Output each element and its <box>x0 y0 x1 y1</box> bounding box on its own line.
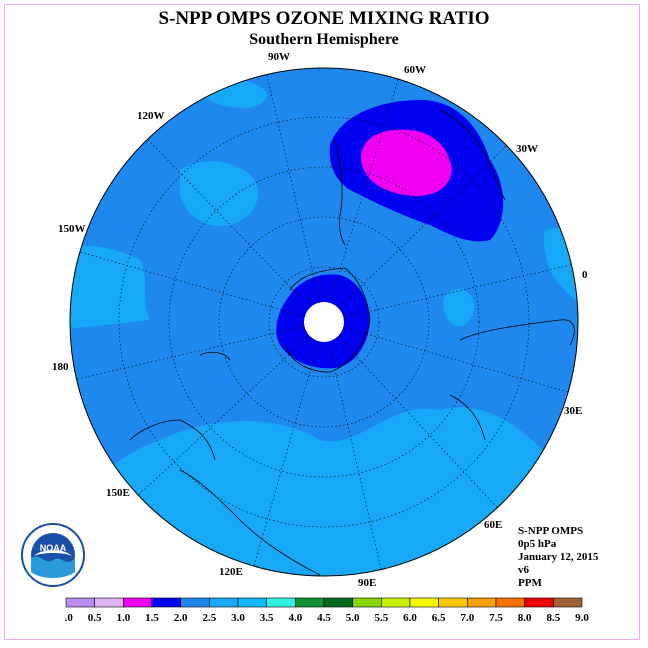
field-2-5-3-0-region <box>180 161 259 226</box>
longitude-label: 90E <box>358 577 376 589</box>
longitude-label: 30W <box>516 143 538 155</box>
colorbar-swatch <box>495 597 525 608</box>
latitude-circle <box>118 116 530 528</box>
colorbar-tick-label: 4.5 <box>317 612 331 624</box>
longitude-label: 60W <box>404 64 426 76</box>
field-2-5-3-0-region <box>70 245 150 330</box>
longitude-label: 150E <box>106 487 130 499</box>
colorbar-swatch <box>266 597 296 608</box>
colorbar-swatch <box>409 597 439 608</box>
colorbar-tick-label: 8.5 <box>546 612 560 624</box>
colorbar-tick-label: 9.0 <box>575 612 589 624</box>
page-frame <box>4 4 640 640</box>
longitude-label: 0 <box>582 269 588 281</box>
colorbar-swatch <box>180 597 210 608</box>
colorbar-swatch <box>151 597 181 608</box>
meridian-line <box>329 79 399 303</box>
meridian-line <box>253 341 319 567</box>
info-level: 0p5 hPa <box>518 538 557 550</box>
info-block: S-NPP OMPS 0p5 hPa January 12, 2015 v6 P… <box>518 525 598 590</box>
info-instrument: S-NPP OMPS <box>518 525 584 537</box>
colorbar-tick-label: 5.5 <box>374 612 388 624</box>
colorbar-tick-label: 6.5 <box>432 612 446 624</box>
colorbar-swatch <box>352 597 382 608</box>
colorbar-tick-label: 4.0 <box>288 612 302 624</box>
colorbar-swatch <box>123 597 153 608</box>
graticule <box>76 74 572 570</box>
longitude-label: 150W <box>58 223 86 235</box>
map-boundary <box>69 67 579 577</box>
meridian-line <box>343 327 569 393</box>
info-version: v6 <box>518 564 529 576</box>
colorbar-swatch <box>209 597 239 608</box>
latitude-circle <box>168 166 480 478</box>
colorbar-tick-label: 2.0 <box>174 612 188 624</box>
coastlines <box>129 109 575 576</box>
meridian-line <box>147 139 311 308</box>
meridian-line <box>76 326 305 380</box>
longitude-label: 180 <box>52 361 69 373</box>
colorbar-swatch <box>94 597 124 608</box>
colorbar: 0.0 0.5 1.0 1.5 2.0 2.5 3.0 3.5 4.0 4.5 5.0 5.5 6.0 6… <box>64 597 589 624</box>
colorbar-swatch <box>553 597 583 608</box>
logo-text: NOAA <box>40 543 67 553</box>
colorbar-swatch <box>295 597 325 608</box>
longitude-label: 60E <box>484 519 502 531</box>
colorbar-swatch <box>65 597 95 608</box>
colorbar-swatch <box>467 597 497 608</box>
longitude-label: 90W <box>268 51 290 63</box>
colorbar-tick-label: 3.0 <box>231 612 245 624</box>
map-title: S-NPP OMPS OZONE MIXING RATIO <box>158 8 490 29</box>
colorbar-tick-label: 7.5 <box>489 612 503 624</box>
field-2-5-3-0-region <box>443 289 475 327</box>
colorbar-swatch <box>381 597 411 608</box>
colorbar-tick-label: 0.5 <box>88 612 102 624</box>
colorbar-tick-label: 5.0 <box>346 612 360 624</box>
colorbar-tick-label: 1.0 <box>116 612 130 624</box>
meridian-line <box>79 251 305 317</box>
colorbar-swatch <box>524 597 554 608</box>
colorbar-swatch <box>323 597 353 608</box>
colorbar-tick-label: 1.5 <box>145 612 159 624</box>
info-date: January 12, 2015 <box>518 551 599 563</box>
meridian-line <box>338 145 507 309</box>
field-2-5-3-0-region <box>543 228 578 310</box>
longitude-label: 120W <box>137 110 165 122</box>
colorbar-tick-label: 2.5 <box>202 612 216 624</box>
colorbar-tick-label: 3.5 <box>260 612 274 624</box>
colorbar-tick-label: 8.0 <box>518 612 532 624</box>
meridian-line <box>328 341 382 570</box>
noaa-logo: NOAA <box>21 523 85 587</box>
colorbar-tick-label: 6.0 <box>403 612 417 624</box>
colorbar-swatch <box>237 597 267 608</box>
meridian-line <box>343 264 572 318</box>
colorbar-tick-label: 7.0 <box>460 612 474 624</box>
colorbar-swatch <box>438 597 468 608</box>
pole-no-data <box>304 302 344 342</box>
latitude-circle <box>268 266 380 378</box>
colorbar-tick-label: 0.0 <box>64 612 73 624</box>
longitude-label: 30E <box>564 405 582 417</box>
map-subtitle: Southern Hemisphere <box>249 31 399 48</box>
latitude-circle <box>218 216 430 428</box>
longitude-label: 120E <box>219 566 243 578</box>
meridian-line <box>337 336 498 508</box>
meridian-line <box>138 335 310 496</box>
info-units: PPM <box>518 577 542 589</box>
meridian-line <box>266 74 320 303</box>
